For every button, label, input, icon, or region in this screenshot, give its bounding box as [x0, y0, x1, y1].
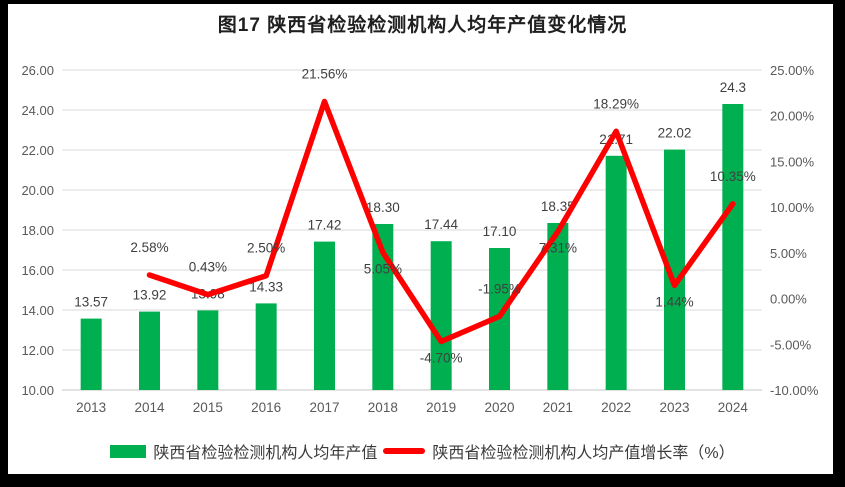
- y-axis-tick-left: 14.00: [21, 303, 54, 318]
- frame-border-bottom: [0, 474, 845, 487]
- line-value-label: 5.05%: [364, 261, 402, 276]
- bar-value-label: 13.92: [133, 288, 167, 303]
- bar-value-label: 14.33: [249, 279, 283, 294]
- bar-2024: [722, 104, 744, 390]
- y-axis-tick-left: 24.00: [21, 103, 54, 118]
- line-value-label: 7.31%: [539, 241, 577, 256]
- bar-value-label: 13.57: [74, 295, 108, 310]
- y-axis-tick-right: 15.00%: [770, 154, 815, 169]
- legend-item-output-value: 陕西省检验检测机构人均年产值: [110, 439, 377, 463]
- x-axis-label: 2019: [426, 400, 456, 415]
- y-axis-tick-right: 25.00%: [770, 63, 815, 78]
- x-axis-label: 2018: [368, 400, 398, 415]
- y-axis-tick-left: 12.00: [21, 343, 54, 358]
- bar-value-label: 18.35: [541, 199, 575, 214]
- bar-2021: [547, 223, 569, 390]
- bar-2016: [255, 303, 277, 390]
- legend-item-growth-rate: 陕西省检验检测机构人均产值增长率（%）: [383, 439, 735, 463]
- bar-2023: [664, 149, 685, 390]
- bar-value-label: 17.42: [308, 218, 342, 233]
- y-axis-tick-left: 20.00: [21, 183, 54, 198]
- y-axis-tick-right: 5.00%: [770, 246, 807, 261]
- y-axis-tick-right: 0.00%: [770, 292, 807, 307]
- x-axis-label: 2021: [543, 400, 573, 415]
- y-axis-tick-left: 26.00: [21, 63, 54, 78]
- x-axis-label: 2014: [134, 400, 165, 415]
- bar-2013: [80, 318, 102, 390]
- line-value-label: 2.50%: [247, 241, 285, 256]
- x-axis-label: 2022: [601, 400, 631, 415]
- y-axis-tick-right: -5.00%: [770, 337, 812, 352]
- line-value-label: 18.29%: [593, 96, 639, 111]
- bar-value-label: 22.02: [658, 126, 692, 141]
- x-axis-label: 2024: [718, 400, 749, 415]
- x-axis-label: 2017: [309, 400, 339, 415]
- bar-2019: [430, 241, 452, 390]
- y-axis-tick-left: 18.00: [21, 223, 54, 238]
- line-value-label: 21.56%: [302, 66, 348, 81]
- line-value-label: -4.70%: [420, 351, 463, 366]
- growth-rate-line: [146, 98, 736, 345]
- bar-2015: [197, 310, 219, 390]
- legend-label-output-value: 陕西省检验检测机构人均年产值: [153, 445, 378, 462]
- line-value-label: 0.43%: [189, 260, 227, 275]
- bar-value-label: 18.30: [366, 200, 400, 215]
- y-axis-tick-left: 10.00: [21, 383, 54, 398]
- line-value-label: -1.95%: [478, 281, 521, 296]
- line-value-label: 10.35%: [710, 169, 756, 184]
- chart-legend: 陕西省检验检测机构人均年产值 陕西省检验检测机构人均产值增长率（%）: [0, 438, 845, 464]
- legend-label-growth-rate: 陕西省检验检测机构人均产值增长率（%）: [432, 445, 735, 462]
- bar-value-label: 17.10: [483, 224, 517, 239]
- bar-2022: [605, 155, 627, 390]
- x-axis-label: 2020: [484, 400, 514, 415]
- x-axis-label: 2013: [76, 400, 106, 415]
- y-axis-tick-right: 10.00%: [770, 200, 815, 215]
- x-axis-label: 2023: [659, 400, 689, 415]
- line-value-label: 2.58%: [130, 240, 168, 255]
- bar-2018: [372, 224, 394, 390]
- frame-border-right: [833, 0, 845, 487]
- y-axis-tick-right: 20.00%: [770, 109, 815, 124]
- x-axis-label: 2015: [193, 400, 223, 415]
- bar-series-swatch-icon: [110, 444, 147, 458]
- bar-value-label: 24.3: [720, 80, 746, 95]
- bar-2014: [139, 311, 160, 390]
- bar-value-label: 17.44: [424, 217, 458, 232]
- y-axis-tick-left: 16.00: [21, 263, 54, 278]
- chart-title: 图17 陕西省检验检测机构人均年产值变化情况: [217, 15, 628, 36]
- line-value-label: 1.44%: [655, 294, 693, 309]
- y-axis-tick-right: -10.00%: [770, 383, 819, 398]
- frame-border-top: [0, 0, 845, 4]
- frame-border-left: [0, 0, 8, 487]
- line-series-swatch-icon: [383, 448, 426, 454]
- y-axis-tick-left: 22.00: [21, 143, 54, 158]
- bar-2017: [314, 241, 335, 390]
- x-axis-label: 2016: [251, 400, 281, 415]
